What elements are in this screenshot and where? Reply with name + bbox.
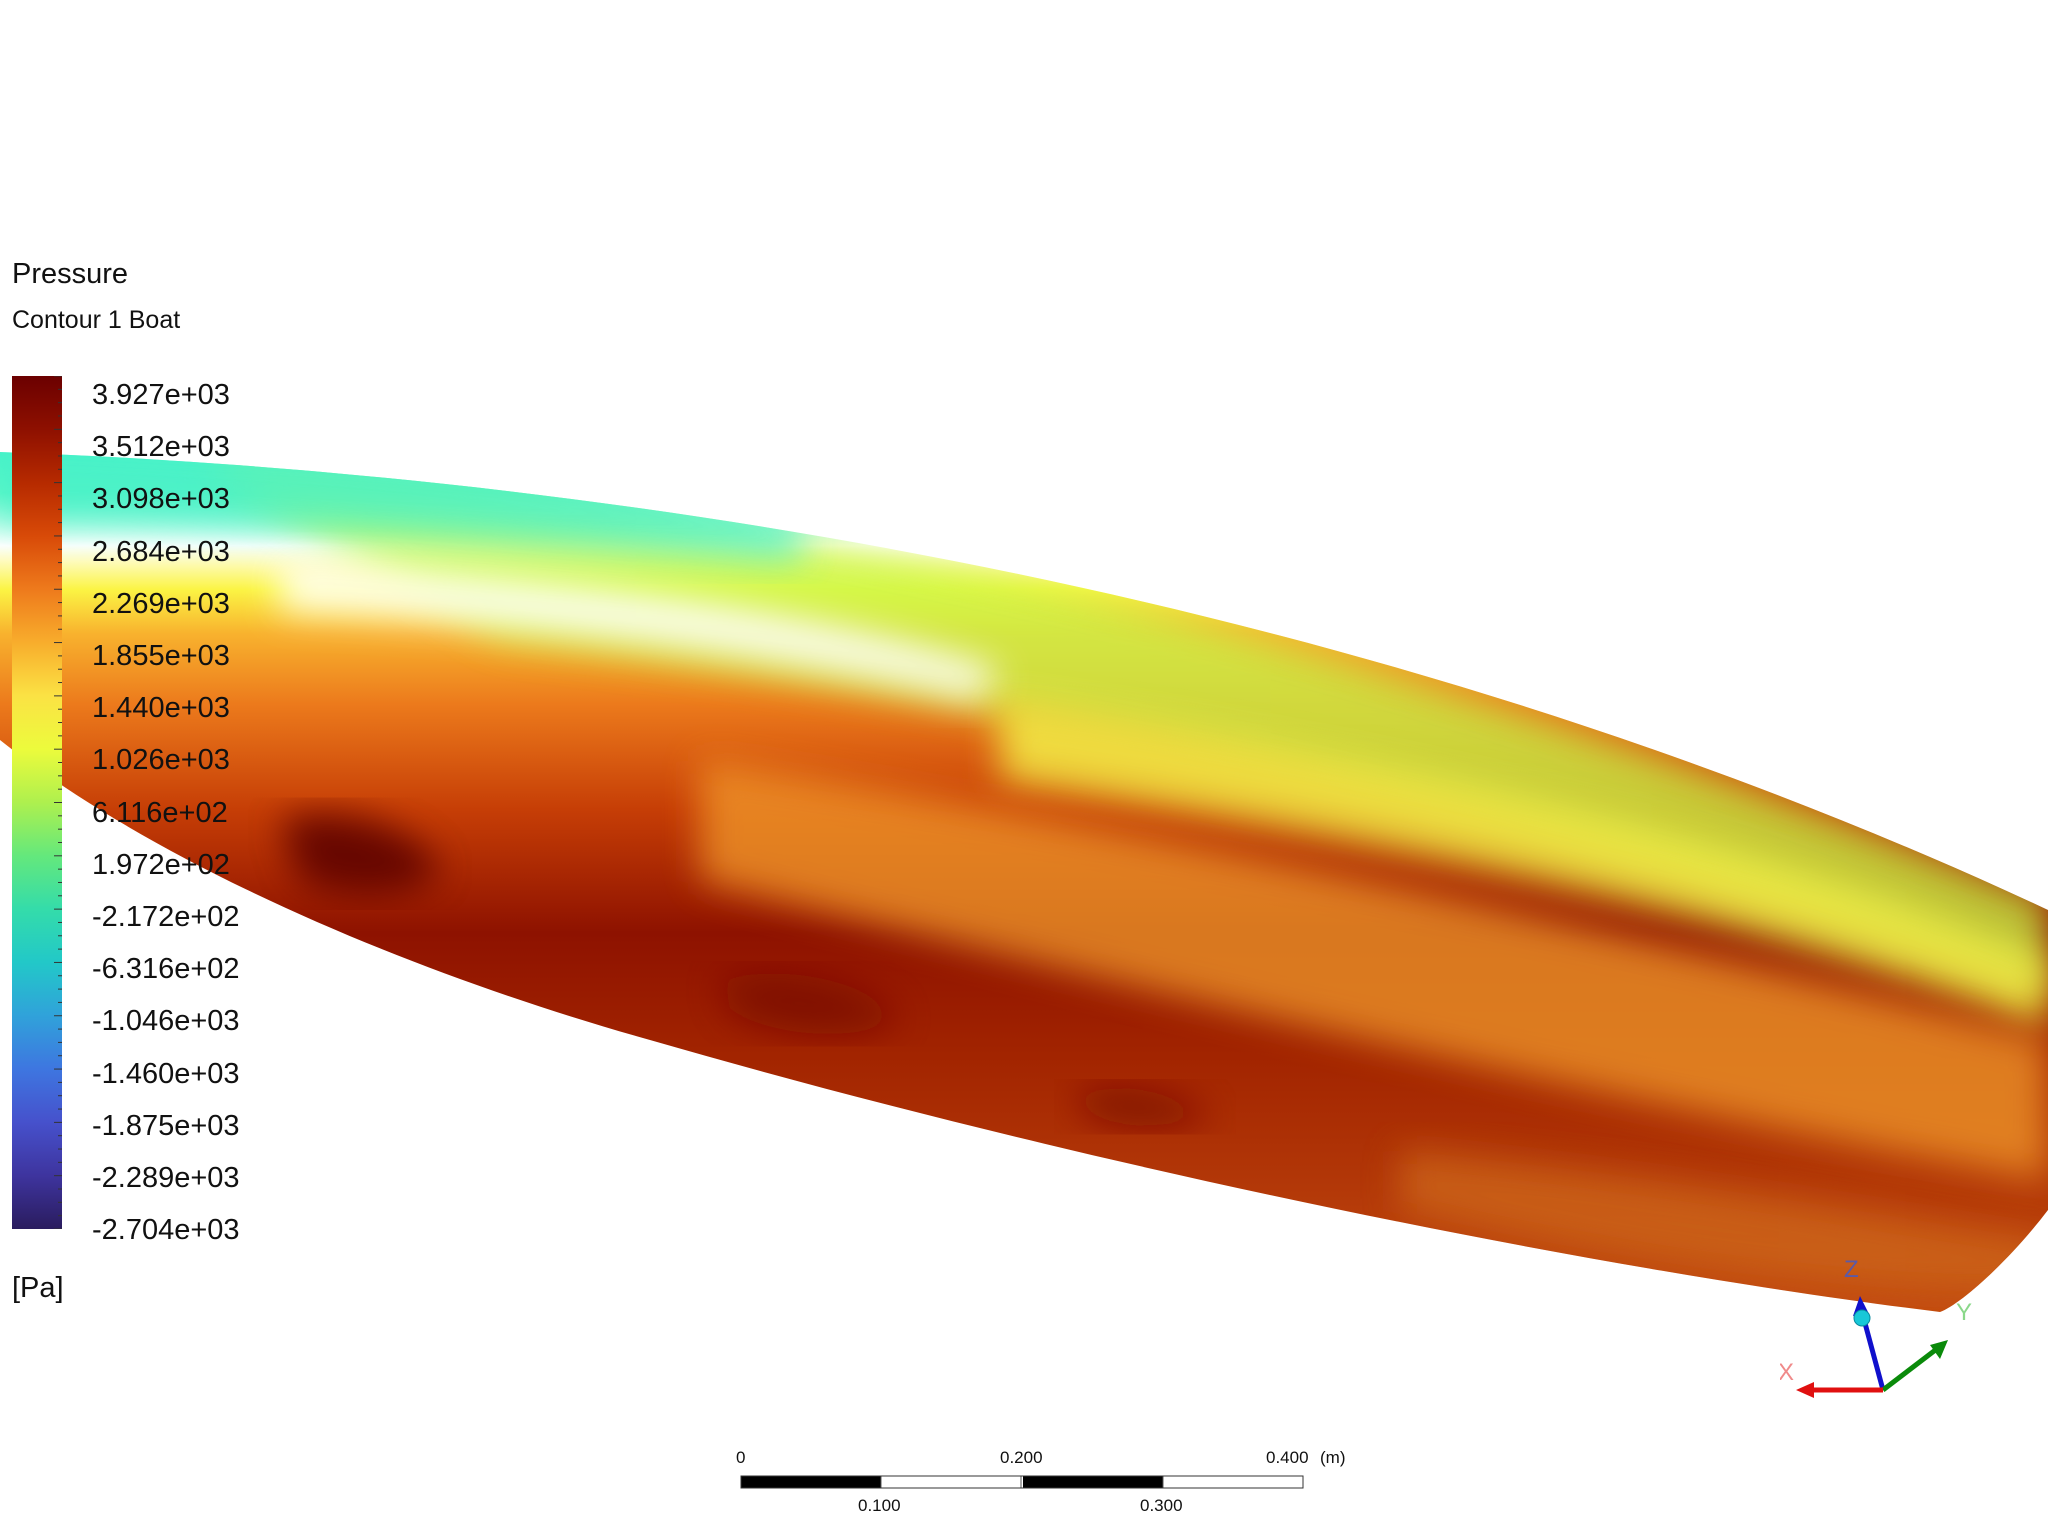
- legend-colorbar: [12, 376, 62, 1229]
- scale-label-0200: 0.200: [1000, 1448, 1043, 1467]
- scale-label-0100: 0.100: [858, 1496, 901, 1515]
- legend-label-5: 1.855e+03: [92, 640, 230, 672]
- legend-title: Pressure: [12, 258, 129, 290]
- triad-label-z: Z: [1844, 1256, 1859, 1283]
- legend-label-15: -2.289e+03: [92, 1162, 240, 1194]
- legend-label-10: -2.172e+02: [92, 901, 240, 933]
- legend-label-16: -2.704e+03: [92, 1214, 240, 1247]
- legend-unit: [Pa]: [12, 1272, 64, 1304]
- legend-label-6: 1.440e+03: [92, 692, 230, 725]
- legend-label-2: 3.098e+03: [92, 483, 230, 516]
- legend-label-3: 2.684e+03: [92, 535, 230, 568]
- legend-label-7: 1.026e+03: [92, 744, 230, 777]
- scale-unit: (m): [1320, 1448, 1346, 1467]
- legend-subtitle: Contour 1 Boat: [12, 306, 181, 334]
- legend-label-4: 2.269e+03: [92, 587, 230, 620]
- legend-label-1: 3.512e+03: [92, 431, 230, 464]
- legend-label-14: -1.875e+03: [92, 1109, 240, 1142]
- z-axis-arrow: [1853, 1296, 1886, 1391]
- scale-bar: 0 0.200 0.400 (m) 0.100 0.300: [736, 1440, 1360, 1520]
- scale-label-0: 0: [736, 1448, 746, 1467]
- legend-label-12: -1.046e+03: [92, 1005, 240, 1038]
- axis-triad[interactable]: Z Y X: [1780, 1250, 1980, 1420]
- scale-label-0400: 0.400: [1266, 1448, 1309, 1467]
- legend-label-9: 1.972e+02: [92, 848, 230, 881]
- legend-label-13: -1.460e+03: [92, 1057, 240, 1090]
- triad-label-x: X: [1780, 1359, 1794, 1386]
- scale-label-0300: 0.300: [1140, 1496, 1183, 1515]
- triad-origin: [1853, 1309, 1871, 1327]
- legend-label-11: -6.316e+02: [92, 953, 240, 986]
- boat-hull-contour[interactable]: [0, 420, 2048, 1340]
- legend-label-8: 6.116e+02: [92, 796, 228, 829]
- scale-bar-graphic: [740, 1475, 1304, 1489]
- triad-label-y: Y: [1956, 1299, 1972, 1326]
- legend-label-0: 3.927e+03: [92, 379, 230, 411]
- y-axis-arrow: [1881, 1340, 1948, 1392]
- x-axis-arrow: [1796, 1382, 1883, 1398]
